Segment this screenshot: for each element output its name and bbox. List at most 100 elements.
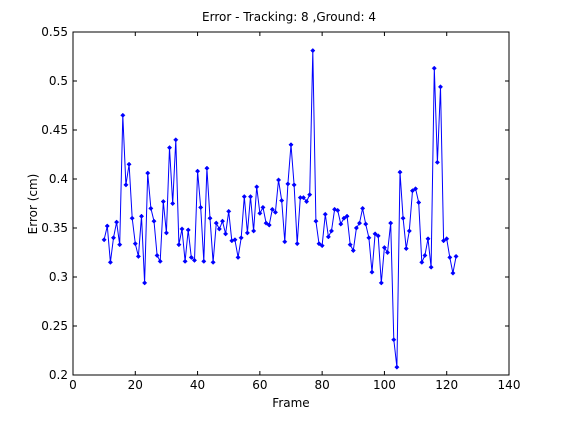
data-point — [213, 220, 219, 226]
data-point — [316, 241, 322, 247]
x-tick-label: 120 — [435, 378, 458, 392]
y-tick-label: 0.25 — [41, 319, 68, 333]
y-tick-label: 0.35 — [41, 221, 68, 235]
data-point — [223, 231, 229, 237]
data-point — [341, 215, 347, 221]
data-point — [288, 142, 294, 148]
data-point — [304, 198, 310, 205]
data-point — [226, 208, 232, 214]
data-point — [272, 209, 278, 215]
data-point — [182, 258, 188, 264]
y-tick-label: 0.2 — [49, 368, 68, 382]
data-point — [338, 221, 344, 227]
data-point — [260, 204, 266, 210]
data-point — [241, 194, 247, 200]
data-point — [413, 186, 419, 192]
data-point — [328, 228, 335, 234]
data-point — [291, 182, 297, 188]
data-point — [431, 65, 437, 71]
data-point — [391, 337, 397, 343]
x-tick-label: 140 — [498, 378, 521, 392]
data-point — [397, 169, 403, 175]
data-point — [101, 237, 107, 243]
data-point — [232, 237, 238, 243]
x-tick-label: 20 — [128, 378, 143, 392]
data-point — [406, 228, 412, 234]
data-point — [450, 270, 456, 276]
data-point — [117, 242, 123, 248]
data-point — [163, 230, 169, 236]
data-point — [388, 220, 394, 226]
data-point — [145, 170, 151, 176]
data-point — [114, 219, 120, 225]
data-point — [444, 236, 450, 242]
data-point — [400, 215, 406, 221]
data-point — [403, 246, 409, 252]
data-point — [107, 259, 113, 265]
data-point — [325, 234, 331, 240]
x-tick-label: 60 — [252, 378, 267, 392]
data-point — [300, 195, 307, 201]
data-point — [263, 220, 269, 226]
data-point — [375, 233, 381, 239]
data-point — [138, 213, 145, 219]
data-point — [210, 259, 216, 265]
data-point — [123, 182, 129, 188]
data-point — [347, 242, 353, 248]
data-point — [369, 269, 375, 275]
data-point — [269, 206, 275, 212]
chart-title: Error - Tracking: 8 ,Ground: 4 — [202, 10, 376, 24]
data-point — [360, 205, 366, 211]
data-point — [453, 253, 459, 259]
data-point — [132, 241, 138, 247]
y-tick-label: 0.4 — [49, 172, 68, 186]
data-point — [363, 221, 369, 227]
data-point — [394, 364, 400, 370]
data-point — [437, 84, 444, 90]
plot-area — [72, 31, 510, 376]
x-tick-label: 80 — [315, 378, 330, 392]
data-point — [104, 223, 110, 229]
data-point — [185, 227, 191, 233]
data-point — [409, 188, 416, 194]
data-point — [266, 222, 272, 228]
data-point — [282, 239, 288, 245]
data-point — [244, 230, 250, 236]
data-point — [434, 159, 440, 165]
y-tick-label: 0.45 — [41, 123, 68, 137]
data-point — [419, 259, 425, 265]
data-point — [173, 137, 179, 143]
data-point — [425, 236, 431, 242]
data-point — [195, 168, 201, 174]
data-point — [204, 165, 210, 171]
data-point — [135, 253, 141, 259]
data-point — [294, 241, 300, 247]
data-point — [170, 200, 176, 207]
data-point — [332, 206, 338, 212]
data-point — [372, 231, 378, 237]
axis-tick-labels: 0 20 40 60 80 100 120 140 0.2 0.25 0.3 0.35 0.4 0.45 0… — [41, 25, 520, 392]
data-point — [356, 220, 363, 226]
data-point — [126, 161, 132, 167]
data-point — [251, 228, 257, 234]
data-point — [447, 254, 453, 260]
data-point — [279, 198, 285, 204]
data-point — [353, 225, 359, 231]
data-point — [344, 213, 350, 219]
data-point — [157, 258, 163, 264]
data-point — [310, 48, 316, 54]
data-point — [179, 226, 185, 232]
x-tick-label: 100 — [373, 378, 396, 392]
y-tick-label: 0.5 — [49, 74, 68, 88]
data-point — [191, 257, 198, 263]
data-point — [285, 181, 291, 187]
data-point — [129, 215, 135, 221]
data-point — [238, 235, 244, 241]
data-point — [219, 218, 226, 224]
data-point — [166, 145, 173, 151]
data-point — [154, 252, 160, 258]
data-point — [176, 242, 182, 248]
data-point — [441, 238, 447, 244]
data-point — [381, 245, 387, 251]
